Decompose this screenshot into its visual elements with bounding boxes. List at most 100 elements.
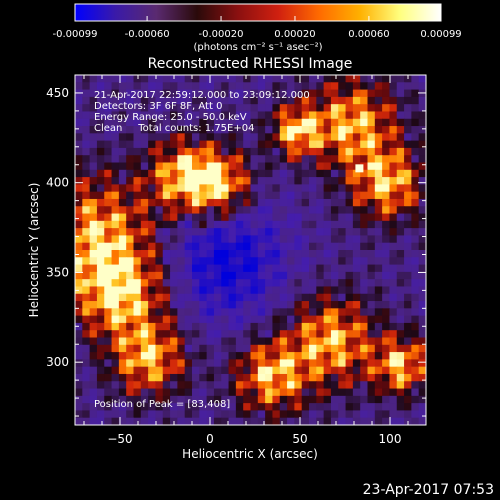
heatmap-cell	[287, 301, 295, 309]
heatmap-cell	[148, 206, 156, 215]
heatmap-cell	[82, 162, 91, 171]
heatmap-cell	[316, 264, 325, 273]
heatmap-cell	[301, 184, 310, 193]
heatmap-cell	[396, 286, 405, 295]
heatmap-cell	[170, 410, 178, 419]
heatmap-cell	[104, 301, 113, 309]
heatmap-cell	[294, 133, 303, 142]
heatmap-cell	[250, 257, 259, 266]
heatmap-cell	[111, 140, 120, 149]
heatmap-cell	[411, 308, 420, 317]
heatmap-cell	[279, 359, 288, 368]
heatmap-cell	[243, 133, 251, 142]
heatmap-cell	[418, 308, 426, 317]
heatmap-cell	[323, 96, 332, 105]
heatmap-cell	[265, 373, 273, 382]
heatmap-cell	[360, 322, 368, 331]
heatmap-cell	[257, 147, 266, 156]
heatmap-cell	[411, 133, 420, 142]
heatmap-cell	[104, 126, 113, 134]
heatmap-cell	[184, 330, 193, 338]
heatmap-cell	[345, 395, 354, 404]
heatmap-cell	[162, 264, 171, 273]
heatmap	[75, 75, 426, 425]
heatmap-cell	[221, 279, 230, 287]
heatmap-cell	[279, 337, 288, 346]
heatmap-cell	[250, 133, 259, 142]
heatmap-cell	[213, 191, 222, 200]
heatmap-cell	[382, 337, 390, 346]
heatmap-cell	[411, 344, 420, 353]
heatmap-cell	[111, 344, 120, 353]
heatmap-cell	[287, 344, 295, 353]
heatmap-cell	[82, 373, 91, 382]
heatmap-cell	[287, 279, 295, 287]
heatmap-cell	[118, 301, 127, 309]
heatmap-cell	[155, 228, 164, 236]
heatmap-cell	[111, 220, 120, 229]
heatmap-cell	[89, 184, 98, 193]
heatmap-cell	[272, 177, 281, 185]
heatmap-cell	[367, 330, 376, 338]
heatmap-cell	[345, 111, 354, 120]
heatmap-cell	[330, 344, 339, 353]
heatmap-cell	[104, 308, 113, 317]
heatmap-cell	[257, 184, 266, 193]
heatmap-cell	[338, 381, 347, 390]
heatmap-cell	[133, 228, 142, 236]
heatmap-cell	[323, 301, 332, 309]
heatmap-cell	[148, 118, 156, 127]
heatmap-cell	[228, 271, 237, 280]
heatmap-cell	[155, 286, 164, 295]
heatmap-cell	[96, 140, 105, 149]
heatmap-cell	[118, 206, 127, 215]
heatmap-cell	[345, 118, 354, 127]
heatmap-cell	[104, 206, 113, 215]
heatmap-cell	[104, 104, 113, 112]
heatmap-cell	[367, 126, 376, 134]
heatmap-cell	[396, 111, 405, 120]
heatmap-cell	[418, 242, 426, 251]
heatmap-cell	[140, 301, 149, 309]
heatmap-cell	[118, 155, 127, 163]
heatmap-cell	[199, 220, 208, 229]
heatmap-cell	[111, 184, 120, 193]
heatmap-cell	[221, 162, 230, 171]
heatmap-cell	[418, 395, 426, 404]
heatmap-cell	[265, 213, 273, 222]
heatmap-cell	[382, 198, 390, 207]
heatmap-cell	[345, 388, 354, 397]
heatmap-cell	[235, 82, 244, 91]
heatmap-cell	[338, 184, 347, 193]
heatmap-cell	[89, 293, 98, 302]
heatmap-cell	[345, 147, 354, 156]
heatmap-cell	[96, 169, 105, 178]
heatmap-cell	[235, 308, 244, 317]
heatmap-cell	[75, 352, 83, 360]
heatmap-cell	[345, 235, 354, 244]
heatmap-cell	[360, 279, 368, 287]
heatmap-cell	[287, 381, 295, 390]
heatmap-cell	[418, 366, 426, 375]
heatmap-cell	[148, 330, 156, 338]
heatmap-cell	[96, 352, 105, 360]
heatmap-cell	[104, 352, 113, 360]
heatmap-cell	[162, 235, 171, 244]
heatmap-cell	[382, 155, 390, 163]
heatmap-cell	[96, 257, 105, 266]
heatmap-cell	[111, 235, 120, 244]
heatmap-cell	[75, 206, 83, 215]
heatmap-cell	[250, 417, 259, 425]
heatmap-cell	[250, 381, 259, 390]
heatmap-cell	[82, 228, 91, 236]
heatmap-cell	[367, 191, 376, 200]
heatmap-cell	[96, 381, 105, 390]
heatmap-cell	[294, 169, 303, 178]
heatmap-cell	[360, 308, 368, 317]
heatmap-cell	[228, 410, 237, 419]
heatmap-cell	[360, 169, 368, 178]
heatmap-cell	[184, 147, 193, 156]
heatmap-cell	[118, 235, 127, 244]
heatmap-cell	[148, 213, 156, 222]
